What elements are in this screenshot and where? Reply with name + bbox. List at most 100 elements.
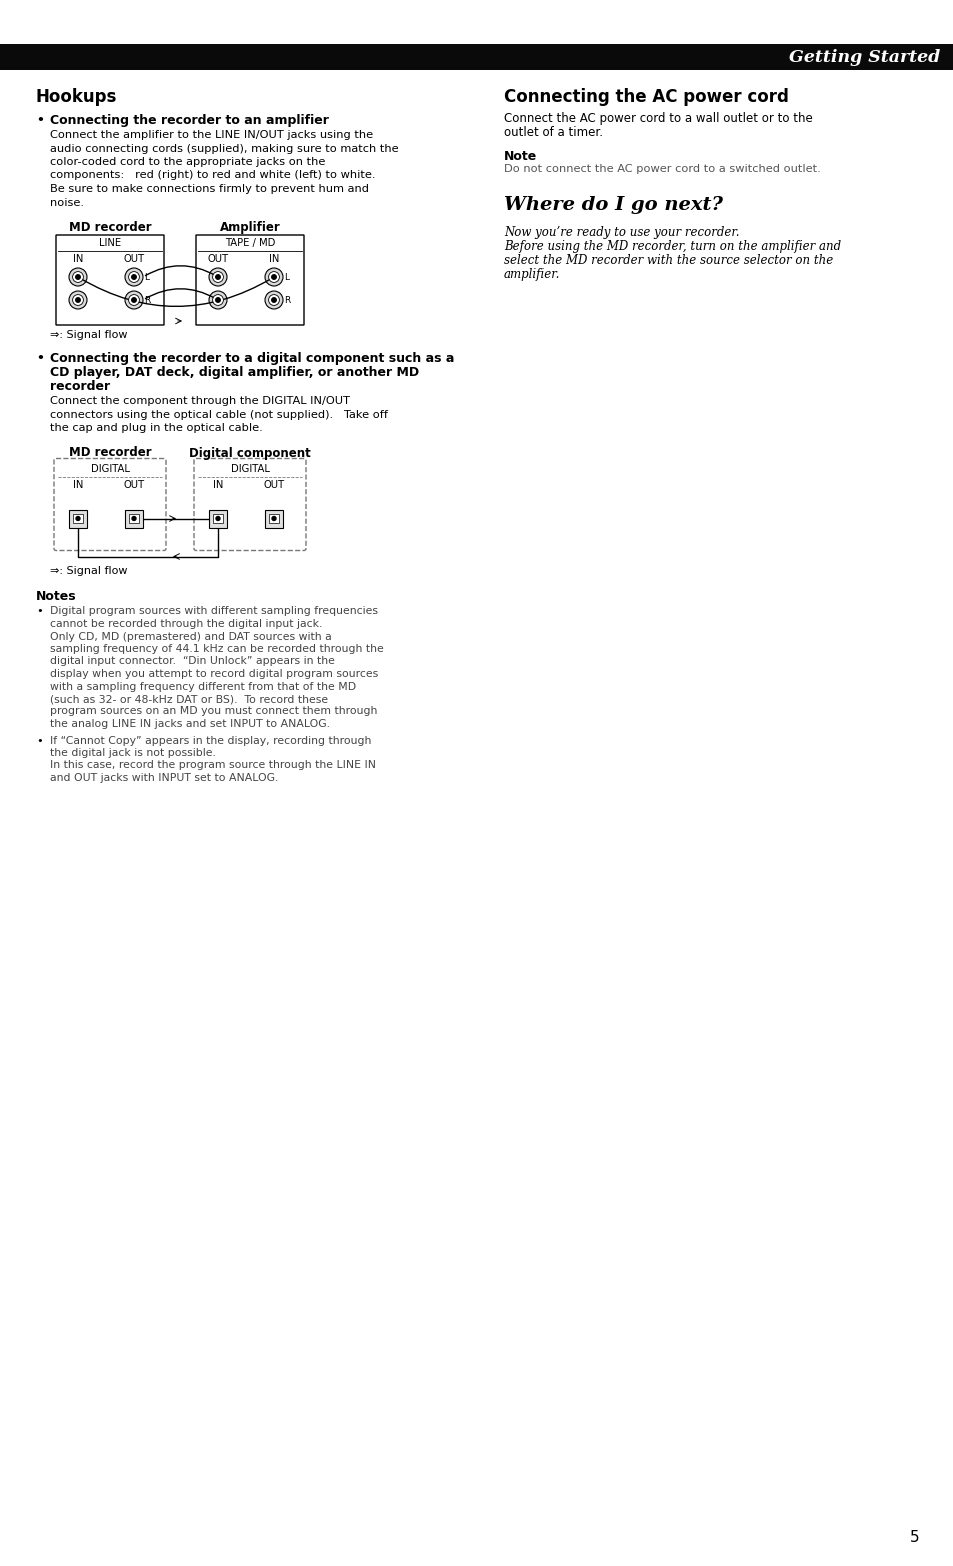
Text: L: L bbox=[144, 272, 149, 282]
Circle shape bbox=[213, 271, 223, 282]
Text: Where do I go next?: Where do I go next? bbox=[503, 196, 722, 215]
Circle shape bbox=[213, 294, 223, 305]
Text: sampling frequency of 44.1 kHz can be recorded through the: sampling frequency of 44.1 kHz can be re… bbox=[50, 644, 383, 655]
Circle shape bbox=[269, 271, 279, 282]
Text: MD recorder: MD recorder bbox=[69, 221, 152, 233]
Circle shape bbox=[76, 517, 80, 520]
Text: Hookups: Hookups bbox=[36, 88, 117, 106]
Circle shape bbox=[215, 298, 220, 302]
Text: In this case, record the program source through the LINE IN: In this case, record the program source … bbox=[50, 761, 375, 770]
Text: Now you’re ready to use your recorder.: Now you’re ready to use your recorder. bbox=[503, 226, 739, 240]
Text: the cap and plug in the optical cable.: the cap and plug in the optical cable. bbox=[50, 423, 262, 434]
Text: Amplifier: Amplifier bbox=[219, 221, 280, 233]
FancyBboxPatch shape bbox=[193, 459, 306, 551]
Circle shape bbox=[125, 291, 143, 309]
Circle shape bbox=[215, 274, 220, 279]
Text: the digital jack is not possible.: the digital jack is not possible. bbox=[50, 749, 215, 758]
Circle shape bbox=[69, 268, 87, 287]
Circle shape bbox=[132, 517, 136, 520]
Text: program sources on an MD you must connect them through: program sources on an MD you must connec… bbox=[50, 706, 377, 717]
Text: outlet of a timer.: outlet of a timer. bbox=[503, 125, 602, 139]
Text: color-coded cord to the appropriate jacks on the: color-coded cord to the appropriate jack… bbox=[50, 157, 325, 168]
Bar bbox=[209, 509, 227, 528]
Text: 5: 5 bbox=[909, 1530, 919, 1546]
Text: If “Cannot Copy” appears in the display, recording through: If “Cannot Copy” appears in the display,… bbox=[50, 736, 371, 745]
FancyBboxPatch shape bbox=[195, 235, 304, 326]
Text: L: L bbox=[284, 272, 289, 282]
Text: noise.: noise. bbox=[50, 197, 84, 208]
Text: connectors using the optical cable (not supplied).   Take off: connectors using the optical cable (not … bbox=[50, 409, 388, 420]
Text: select the MD recorder with the source selector on the: select the MD recorder with the source s… bbox=[503, 254, 832, 266]
Bar bbox=[213, 514, 223, 523]
Bar bbox=[265, 509, 283, 528]
Text: IN: IN bbox=[72, 479, 83, 490]
Text: Only CD, MD (premastered) and DAT sources with a: Only CD, MD (premastered) and DAT source… bbox=[50, 631, 332, 642]
Circle shape bbox=[209, 291, 227, 309]
Circle shape bbox=[129, 294, 139, 305]
Circle shape bbox=[132, 298, 136, 302]
Text: Before using the MD recorder, turn on the amplifier and: Before using the MD recorder, turn on th… bbox=[503, 240, 841, 254]
Circle shape bbox=[75, 274, 80, 279]
Text: (such as 32- or 48-kHz DAT or BS).  To record these: (such as 32- or 48-kHz DAT or BS). To re… bbox=[50, 694, 328, 705]
Circle shape bbox=[265, 268, 283, 287]
Circle shape bbox=[72, 294, 83, 305]
Text: TAPE / MD: TAPE / MD bbox=[225, 238, 274, 247]
Circle shape bbox=[129, 271, 139, 282]
Circle shape bbox=[72, 271, 83, 282]
Text: audio connecting cords (supplied), making sure to match the: audio connecting cords (supplied), makin… bbox=[50, 144, 398, 153]
Text: IN: IN bbox=[213, 479, 223, 490]
Text: Be sure to make connections firmly to prevent hum and: Be sure to make connections firmly to pr… bbox=[50, 183, 369, 194]
Text: Do not connect the AC power cord to a switched outlet.: Do not connect the AC power cord to a sw… bbox=[503, 164, 820, 174]
Text: Digital program sources with different sampling frequencies: Digital program sources with different s… bbox=[50, 606, 377, 617]
FancyBboxPatch shape bbox=[56, 235, 164, 326]
Bar bbox=[129, 514, 139, 523]
Bar bbox=[73, 514, 83, 523]
Text: DIGITAL: DIGITAL bbox=[91, 464, 130, 473]
Text: Notes: Notes bbox=[36, 590, 76, 603]
Circle shape bbox=[215, 517, 220, 520]
Text: R: R bbox=[144, 296, 150, 305]
FancyBboxPatch shape bbox=[54, 459, 166, 551]
Text: LINE: LINE bbox=[99, 238, 121, 247]
Circle shape bbox=[272, 298, 276, 302]
Bar bbox=[0, 44, 953, 70]
Text: OUT: OUT bbox=[123, 479, 145, 490]
Text: Getting Started: Getting Started bbox=[788, 49, 939, 66]
Text: digital input connector.  “Din Unlock” appears in the: digital input connector. “Din Unlock” ap… bbox=[50, 656, 335, 667]
Text: MD recorder: MD recorder bbox=[69, 446, 152, 459]
Text: •: • bbox=[36, 352, 44, 365]
Text: OUT: OUT bbox=[207, 254, 229, 265]
Text: Connecting the AC power cord: Connecting the AC power cord bbox=[503, 88, 788, 106]
Text: components:   red (right) to red and white (left) to white.: components: red (right) to red and white… bbox=[50, 171, 375, 180]
Text: recorder: recorder bbox=[50, 381, 110, 393]
Text: Connect the AC power cord to a wall outlet or to the: Connect the AC power cord to a wall outl… bbox=[503, 113, 812, 125]
Text: Note: Note bbox=[503, 150, 537, 163]
Circle shape bbox=[265, 291, 283, 309]
Text: R: R bbox=[284, 296, 290, 305]
Text: display when you attempt to record digital program sources: display when you attempt to record digit… bbox=[50, 669, 377, 680]
Circle shape bbox=[272, 517, 275, 520]
Bar bbox=[125, 509, 143, 528]
Bar bbox=[69, 509, 87, 528]
Circle shape bbox=[209, 268, 227, 287]
Text: •: • bbox=[36, 736, 43, 745]
Text: OUT: OUT bbox=[263, 479, 284, 490]
Text: with a sampling frequency different from that of the MD: with a sampling frequency different from… bbox=[50, 681, 355, 692]
Text: IN: IN bbox=[269, 254, 279, 265]
Text: IN: IN bbox=[72, 254, 83, 265]
Text: OUT: OUT bbox=[123, 254, 145, 265]
Text: Digital component: Digital component bbox=[189, 446, 311, 459]
Text: the analog LINE IN jacks and set INPUT to ANALOG.: the analog LINE IN jacks and set INPUT t… bbox=[50, 719, 330, 730]
Text: Connecting the recorder to an amplifier: Connecting the recorder to an amplifier bbox=[50, 114, 329, 127]
Circle shape bbox=[69, 291, 87, 309]
Circle shape bbox=[132, 274, 136, 279]
Text: DIGITAL: DIGITAL bbox=[231, 464, 269, 473]
Text: Connecting the recorder to a digital component such as a: Connecting the recorder to a digital com… bbox=[50, 352, 454, 365]
Text: cannot be recorded through the digital input jack.: cannot be recorded through the digital i… bbox=[50, 619, 322, 630]
Circle shape bbox=[269, 294, 279, 305]
Text: CD player, DAT deck, digital amplifier, or another MD: CD player, DAT deck, digital amplifier, … bbox=[50, 366, 418, 379]
Circle shape bbox=[272, 274, 276, 279]
Circle shape bbox=[75, 298, 80, 302]
Text: ⇒: Signal flow: ⇒: Signal flow bbox=[50, 567, 128, 576]
Text: •: • bbox=[36, 606, 43, 617]
